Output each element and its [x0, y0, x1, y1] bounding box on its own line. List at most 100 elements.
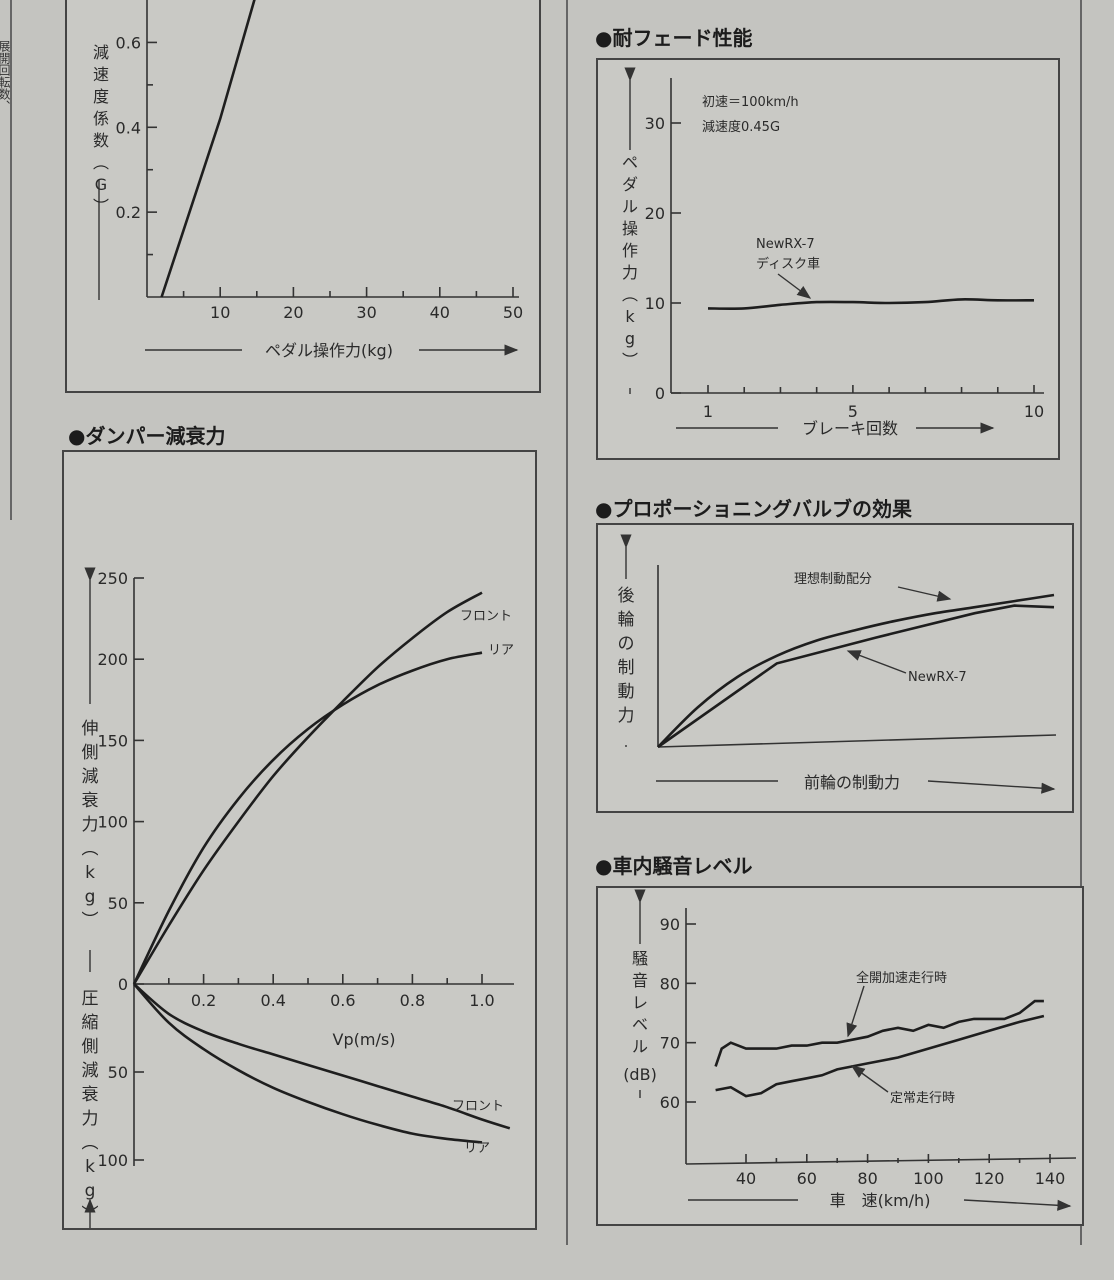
- damper-chart: 0.2 0.4 0.6 0.8 1.005010015020025050100フロントリ…: [82, 567, 514, 1244]
- x-tick-label: 0.6: [330, 991, 355, 1010]
- y-axis-label-char: ベ: [632, 1015, 648, 1034]
- y-tick-label: 0: [655, 384, 665, 403]
- series-line: [133, 983, 511, 1130]
- y-axis-label-bottom-char: k: [85, 1157, 95, 1177]
- series-line: [160, 0, 256, 298]
- x-tick-label: 30: [356, 303, 376, 322]
- series-label: NewRX-7: [756, 237, 815, 252]
- damper-panel: 0.2 0.4 0.6 0.8 1.0 0 50 100 150 200 250 50 100 フロントリ…: [62, 450, 537, 1244]
- y-tick-label: 0: [118, 975, 128, 994]
- y-axis-label-bottom-char: 衰: [82, 1085, 99, 1105]
- series-line: [132, 591, 483, 985]
- column-rule-right: [1080, 0, 1082, 1245]
- fade-title: ●耐フェード性能: [595, 26, 753, 50]
- x-axis-label: ブレーキ回数: [802, 419, 898, 438]
- y-tick-label: 30: [645, 114, 665, 133]
- y-axis-label-bottom-char: 力: [82, 1109, 99, 1129]
- y-tick-label: 10: [645, 294, 665, 313]
- column-rule-left: [10, 0, 12, 520]
- series-label: NewRX-7: [908, 670, 967, 685]
- note-initial-speed: 初速＝100km/h: [702, 95, 799, 110]
- series-label: リア: [488, 643, 514, 658]
- x-tick-label: 20: [283, 303, 303, 322]
- y-tick-label: 20: [645, 204, 665, 223]
- series-label-arrow: [846, 985, 865, 1038]
- y-axis-label-bottom-char: 圧: [82, 989, 99, 1009]
- y-axis-label-top-char: 伸: [82, 719, 99, 739]
- y-axis-label-char: G: [95, 175, 107, 194]
- x-tick-label: 0.4: [260, 991, 285, 1010]
- y-axis-label-char: レ: [632, 993, 648, 1012]
- noise-title: ●車内騒音レベル: [595, 854, 753, 878]
- y-axis-label-top-char: 減: [82, 767, 99, 787]
- y-axis-label-char: ︶: [93, 197, 109, 216]
- y-axis-label-char: 力: [618, 706, 635, 726]
- damper-title: ●ダンパー減衰力: [68, 424, 226, 448]
- y-tick-label: 60: [660, 1093, 680, 1112]
- series-line: [657, 593, 1055, 748]
- column-rule-center: [566, 0, 568, 1245]
- x-axis: [685, 1157, 1077, 1165]
- y-axis-label-char: 速: [93, 65, 109, 84]
- series-label: リア: [464, 1141, 490, 1156]
- y-axis-label-char: 数: [93, 131, 109, 150]
- x-tick-label: 0.8: [400, 991, 425, 1010]
- y-axis-label-char: 作: [622, 241, 638, 260]
- y-axis-label-char: ペ: [622, 153, 638, 172]
- y-axis-label-char: ダ: [622, 175, 638, 194]
- proportioning-panel: 理想制動配分 NewRX-7 後輪の制動力前輪の制動力: [596, 523, 1074, 813]
- y-axis-label-bottom-char: ︵: [82, 1133, 99, 1153]
- y-axis-label-char: k: [625, 307, 635, 326]
- y-tick-label: 0.6: [116, 33, 141, 52]
- y-tick-label: 0.4: [116, 118, 141, 137]
- y-axis-label-char: ︶: [622, 351, 638, 370]
- y-axis-label-char: ︵: [622, 285, 638, 304]
- series-label-arrow: [777, 273, 812, 299]
- proportioning-title: ●プロポーショニングバルブの効果: [595, 497, 913, 521]
- y-axis-label-top-char: ︶: [82, 911, 99, 931]
- x-tick-label: 100: [913, 1169, 944, 1188]
- fade-chart: 1 5 10 0 10 20 30 初速＝100km/h 減速度0.45G NewRX-7 ディスク…: [622, 67, 1044, 438]
- x-tick-label: 10: [1024, 402, 1044, 421]
- y-axis-label-char: 制: [618, 658, 635, 678]
- x-label-arrow: [927, 780, 1056, 794]
- x-tick-label: 60: [797, 1169, 817, 1188]
- y-axis-label-bottom-char: 減: [82, 1061, 99, 1081]
- series-line: [714, 999, 1044, 1067]
- series-label: 理想制動配分: [794, 571, 872, 587]
- series-label-arrow: [850, 1065, 889, 1093]
- series-line: [133, 983, 483, 1144]
- left-margin-text: 展開回転数、: [0, 40, 11, 112]
- y-axis-label-char: 騒: [632, 949, 648, 968]
- y-tick-label: 0.2: [116, 203, 141, 222]
- x-tick-label: 40: [736, 1169, 756, 1188]
- series-label: フロント: [452, 1099, 504, 1114]
- x-tick-label: 80: [857, 1169, 877, 1188]
- fade-panel: 1 5 10 0 10 20 30 初速＝100km/h 減速度0.45G NewRX-7 ディスク…: [596, 58, 1060, 460]
- y-axis-label-char: 力: [622, 263, 638, 282]
- y-axis-label-bottom-char: g: [85, 1181, 96, 1201]
- series-label: 全開加速走行時: [856, 970, 947, 986]
- series-line: [132, 651, 483, 985]
- y-axis-label-bottom-char: 側: [82, 1037, 99, 1057]
- y-axis-label-unit: (dB): [623, 1065, 657, 1084]
- y-tick-label: 50: [108, 1063, 128, 1082]
- x-tick-label: 0.2: [191, 991, 216, 1010]
- y-axis-label-char: 操: [622, 219, 638, 238]
- note-decel: 減速度0.45G: [702, 119, 780, 135]
- series-line: [657, 604, 1055, 749]
- x-tick-label: 140: [1035, 1169, 1066, 1188]
- y-axis-label-char: の: [618, 634, 635, 654]
- series-line: [707, 298, 1035, 310]
- y-tick-label: 200: [97, 650, 128, 669]
- y-axis-label-char: 度: [93, 87, 109, 106]
- x-tick-label: 120: [974, 1169, 1005, 1188]
- series-label-arrow: [846, 650, 907, 674]
- y-tick-label: 80: [660, 974, 680, 993]
- x-axis-label: 車 速(km/h): [830, 1191, 931, 1210]
- y-axis-label-top-char: 力: [82, 815, 99, 835]
- y-axis-label-char: 動: [618, 682, 635, 702]
- x-tick-label: 1: [703, 402, 713, 421]
- x-tick-label: 1.0: [469, 991, 494, 1010]
